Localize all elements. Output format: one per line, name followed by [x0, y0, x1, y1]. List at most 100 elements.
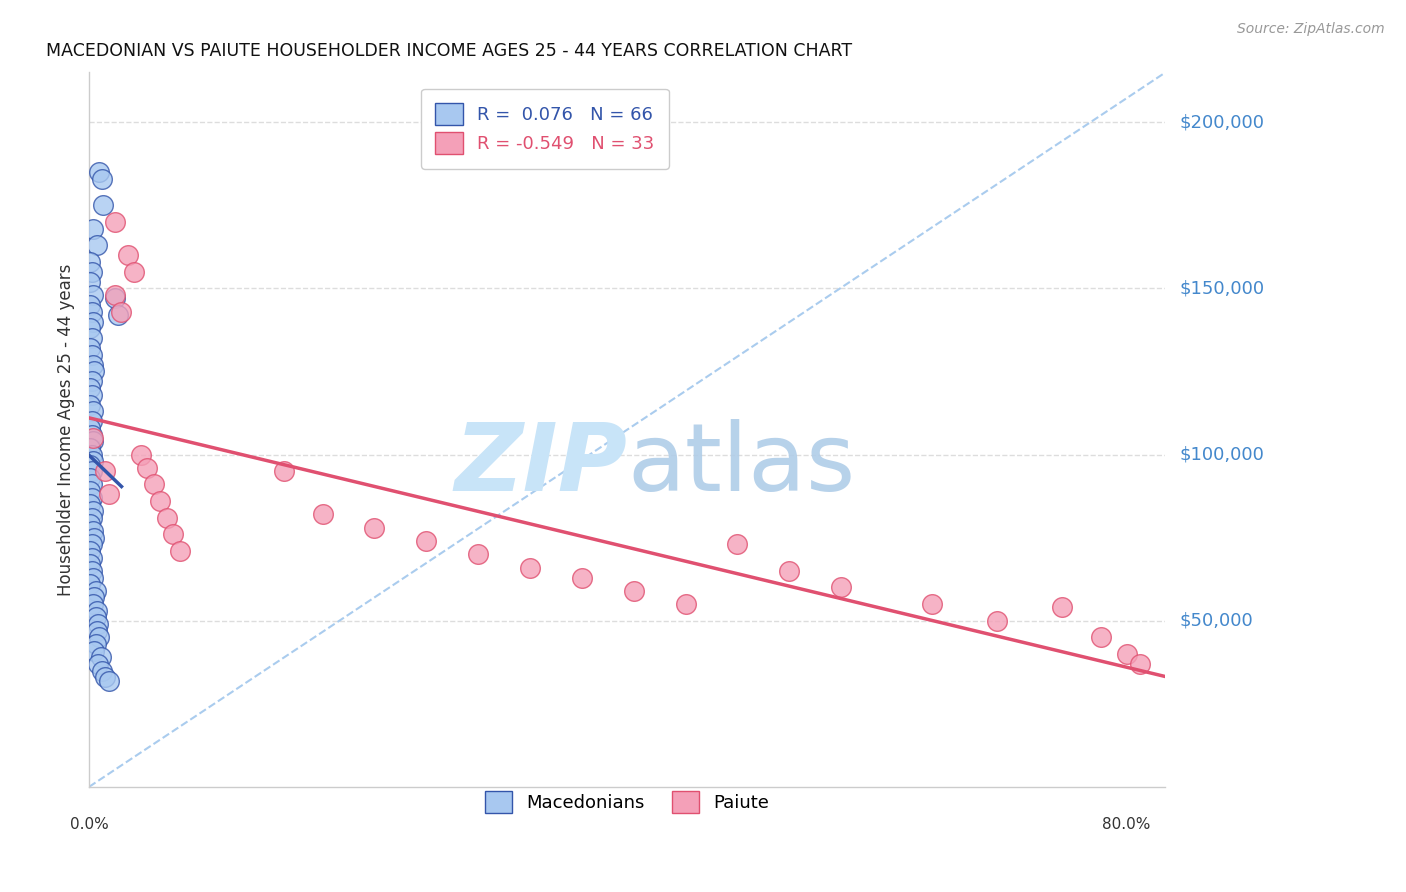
Point [363, 521, 385, 535]
Point [104, 288, 127, 302]
Point [80, 348, 103, 362]
Point [89, 630, 111, 644]
Point [82, 288, 104, 302]
Point [79, 275, 101, 289]
Point [80, 331, 103, 345]
Point [80, 510, 103, 524]
Point [107, 308, 129, 322]
Point [79, 558, 101, 572]
Text: Source: ZipAtlas.com: Source: ZipAtlas.com [1237, 22, 1385, 37]
Point [83, 643, 105, 657]
Point [79, 321, 101, 335]
Text: MACEDONIAN VS PAIUTE HOUSEHOLDER INCOME AGES 25 - 44 YEARS CORRELATION CHART: MACEDONIAN VS PAIUTE HOUSEHOLDER INCOME … [46, 42, 852, 60]
Point [83, 364, 105, 378]
Point [727, 537, 749, 551]
Point [117, 248, 139, 262]
Point [415, 533, 437, 548]
Point [79, 341, 101, 355]
Point [80, 550, 103, 565]
Point [124, 265, 146, 279]
Point [80, 427, 103, 442]
Point [82, 221, 104, 235]
Point [82, 454, 104, 468]
Point [79, 471, 101, 485]
Point [104, 292, 127, 306]
Point [86, 604, 108, 618]
Text: $150,000: $150,000 [1180, 279, 1264, 297]
Point [86, 624, 108, 638]
Point [921, 597, 943, 611]
Point [80, 477, 103, 491]
Point [623, 583, 645, 598]
Point [87, 617, 110, 632]
Text: 0.0%: 0.0% [70, 817, 108, 832]
Point [311, 508, 333, 522]
Point [90, 650, 112, 665]
Point [830, 581, 852, 595]
Text: atlas: atlas [627, 419, 855, 511]
Text: ZIP: ZIP [454, 419, 627, 511]
Point [91, 198, 114, 212]
Point [80, 564, 103, 578]
Point [80, 491, 103, 505]
Point [89, 165, 111, 179]
Point [84, 583, 107, 598]
Point [80, 464, 103, 478]
Point [1128, 657, 1150, 671]
Point [79, 517, 101, 532]
Point [79, 441, 101, 455]
Point [1115, 647, 1137, 661]
Point [97, 487, 120, 501]
Point [87, 657, 110, 671]
Point [79, 421, 101, 435]
Point [169, 544, 191, 558]
Point [1050, 600, 1073, 615]
Point [97, 673, 120, 688]
Point [162, 527, 184, 541]
Point [80, 375, 103, 389]
Point [80, 388, 103, 402]
Point [79, 577, 101, 591]
Legend: Macedonians, Paiute: Macedonians, Paiute [478, 784, 776, 821]
Point [675, 597, 697, 611]
Text: 80.0%: 80.0% [1102, 817, 1150, 832]
Text: $50,000: $50,000 [1180, 612, 1253, 630]
Point [110, 304, 132, 318]
Point [79, 497, 101, 511]
Point [79, 484, 101, 499]
Text: $100,000: $100,000 [1180, 446, 1264, 464]
Point [80, 304, 103, 318]
Point [82, 524, 104, 538]
Point [91, 664, 114, 678]
Point [84, 637, 107, 651]
Point [519, 560, 541, 574]
Point [986, 614, 1008, 628]
Point [467, 547, 489, 561]
Point [82, 431, 104, 445]
Point [79, 255, 101, 269]
Text: $200,000: $200,000 [1180, 113, 1264, 131]
Point [83, 591, 105, 605]
Point [82, 315, 104, 329]
Point [93, 670, 115, 684]
Point [273, 464, 295, 478]
Point [104, 215, 127, 229]
Point [79, 544, 101, 558]
Point [79, 398, 101, 412]
Point [136, 460, 159, 475]
Point [82, 404, 104, 418]
Point [80, 265, 103, 279]
Point [142, 477, 165, 491]
Point [1090, 630, 1112, 644]
Point [80, 537, 103, 551]
Point [149, 494, 172, 508]
Point [83, 531, 105, 545]
Point [82, 434, 104, 449]
Point [79, 381, 101, 395]
Point [82, 570, 104, 584]
Point [79, 298, 101, 312]
Point [82, 504, 104, 518]
Point [80, 414, 103, 428]
Point [93, 464, 115, 478]
Y-axis label: Householder Income Ages 25 - 44 years: Householder Income Ages 25 - 44 years [58, 263, 75, 596]
